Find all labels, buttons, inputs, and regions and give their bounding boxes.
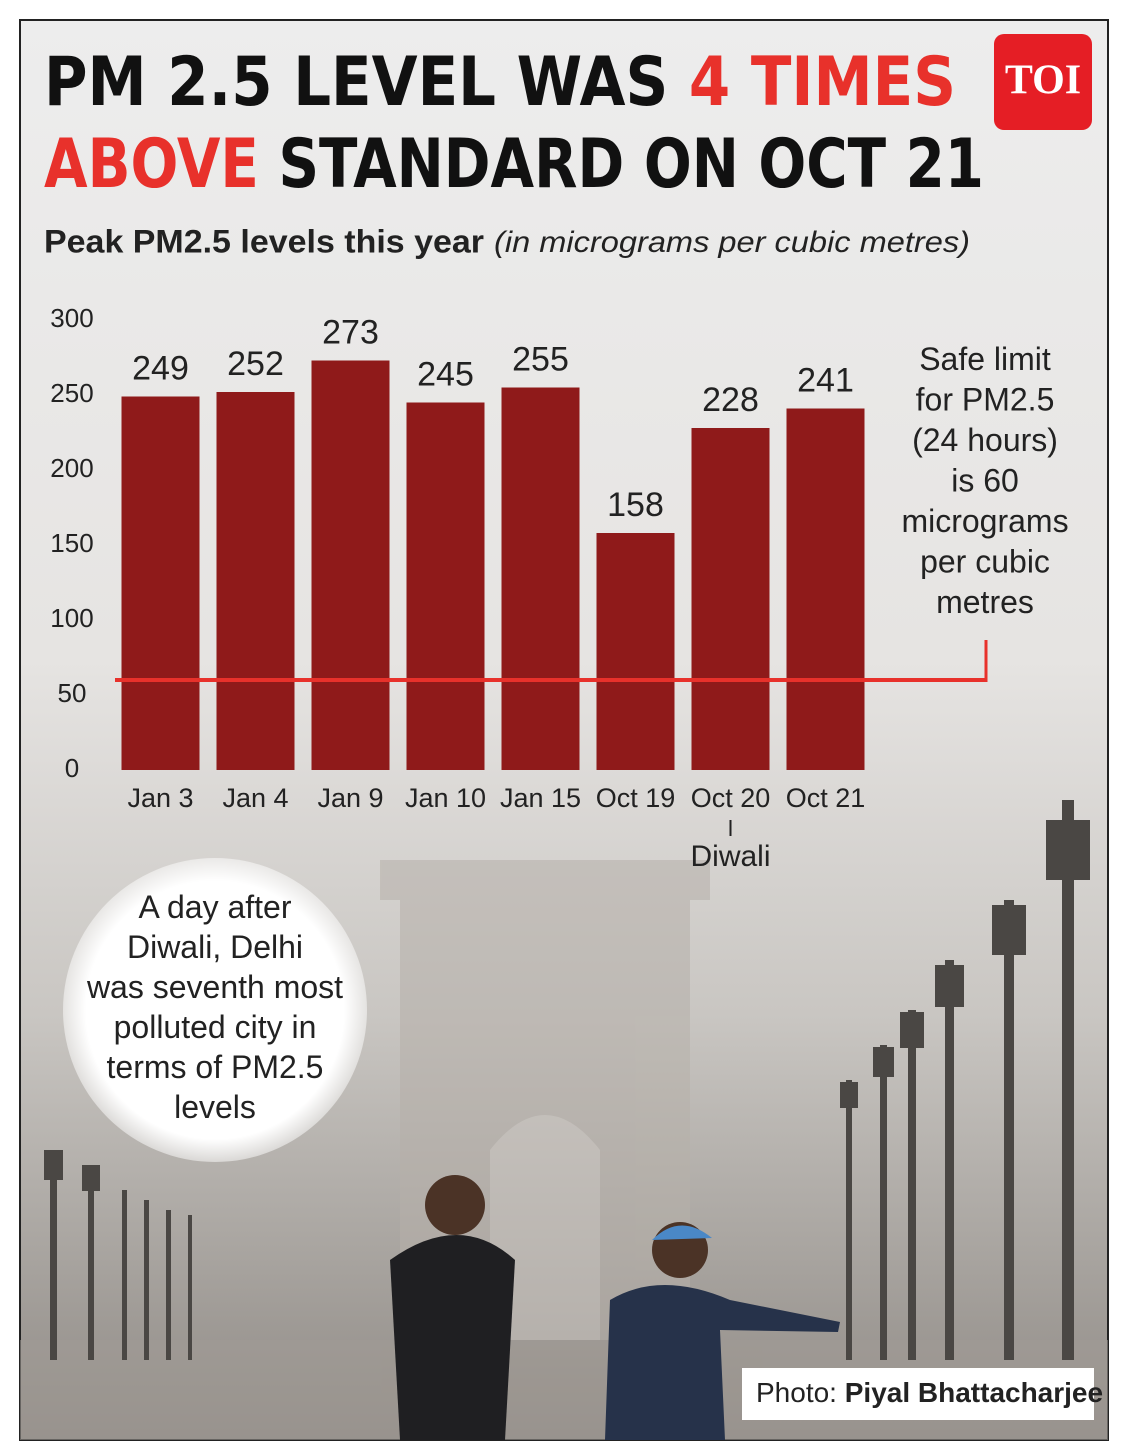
logo: TOI [1005,58,1081,104]
value-label: 241 [797,361,854,399]
bar [786,408,865,770]
x-tick-label: Jan 10 [405,783,486,813]
bar [596,533,675,770]
y-tick-label: 150 [50,528,93,558]
bar [216,392,295,770]
credit: Photo: Piyal Bhattacharjee [756,1377,1103,1408]
title-part: ABOVE [44,125,259,204]
credit-name: Piyal Bhattacharjee [845,1377,1103,1408]
bar [501,387,580,770]
credit-box [742,1368,1094,1420]
lamp-posts [44,800,1090,1360]
y-tick-label: 250 [50,378,93,408]
x-tick-label: Jan 4 [222,783,288,813]
callout-bubble [63,858,367,1162]
value-label: 158 [607,486,664,524]
credit-prefix: Photo: [756,1377,837,1408]
value-label: 273 [322,313,379,351]
bar [691,428,770,770]
title-line-1: PM 2.5 LEVEL WAS 4 TIMES [44,43,956,122]
unit-note: (in micrograms per cubic metres) [494,226,970,259]
y-tick-label: 100 [50,603,93,633]
y-tick-label: 300 [50,303,93,333]
bar [121,396,200,770]
y-tick-label: 0 [65,753,79,783]
value-label: 249 [132,349,189,387]
x-tick-label: Oct 20 [691,783,771,813]
x-tick-label: Oct 21 [786,783,866,813]
value-label: 252 [227,345,284,383]
logo-box [994,34,1092,130]
title-part: PM 2.5 LEVEL WAS [44,43,668,122]
x-tick-label: Jan 15 [500,783,581,813]
value-label: 255 [512,340,569,378]
x-tick-label: Oct 19 [596,783,676,813]
y-tick-label: 200 [50,453,93,483]
callout: A day after Diwali, Delhi was seventh most… [86,889,343,1125]
bar [406,402,485,770]
x-tick-label: Jan 9 [317,783,383,813]
y-tick-label: 50 [58,678,87,708]
x-tick-label: Jan 3 [127,783,193,813]
safe-limit-label: Safe limit for PM2.5 (24 hours) is 60 microg… [901,341,1068,620]
title-part: STANDARD ON OCT 21 [279,125,984,204]
value-label: 228 [702,381,759,419]
title-line-2: ABOVE STANDARD ON OCT 21 [44,125,984,204]
people [390,1175,840,1440]
title-part: 4 TIMES [689,43,956,122]
category-note: Diwali [690,840,770,873]
value-label: 245 [417,355,474,393]
subtitle: Peak PM2.5 levels this year [44,223,484,259]
bar [311,360,390,770]
